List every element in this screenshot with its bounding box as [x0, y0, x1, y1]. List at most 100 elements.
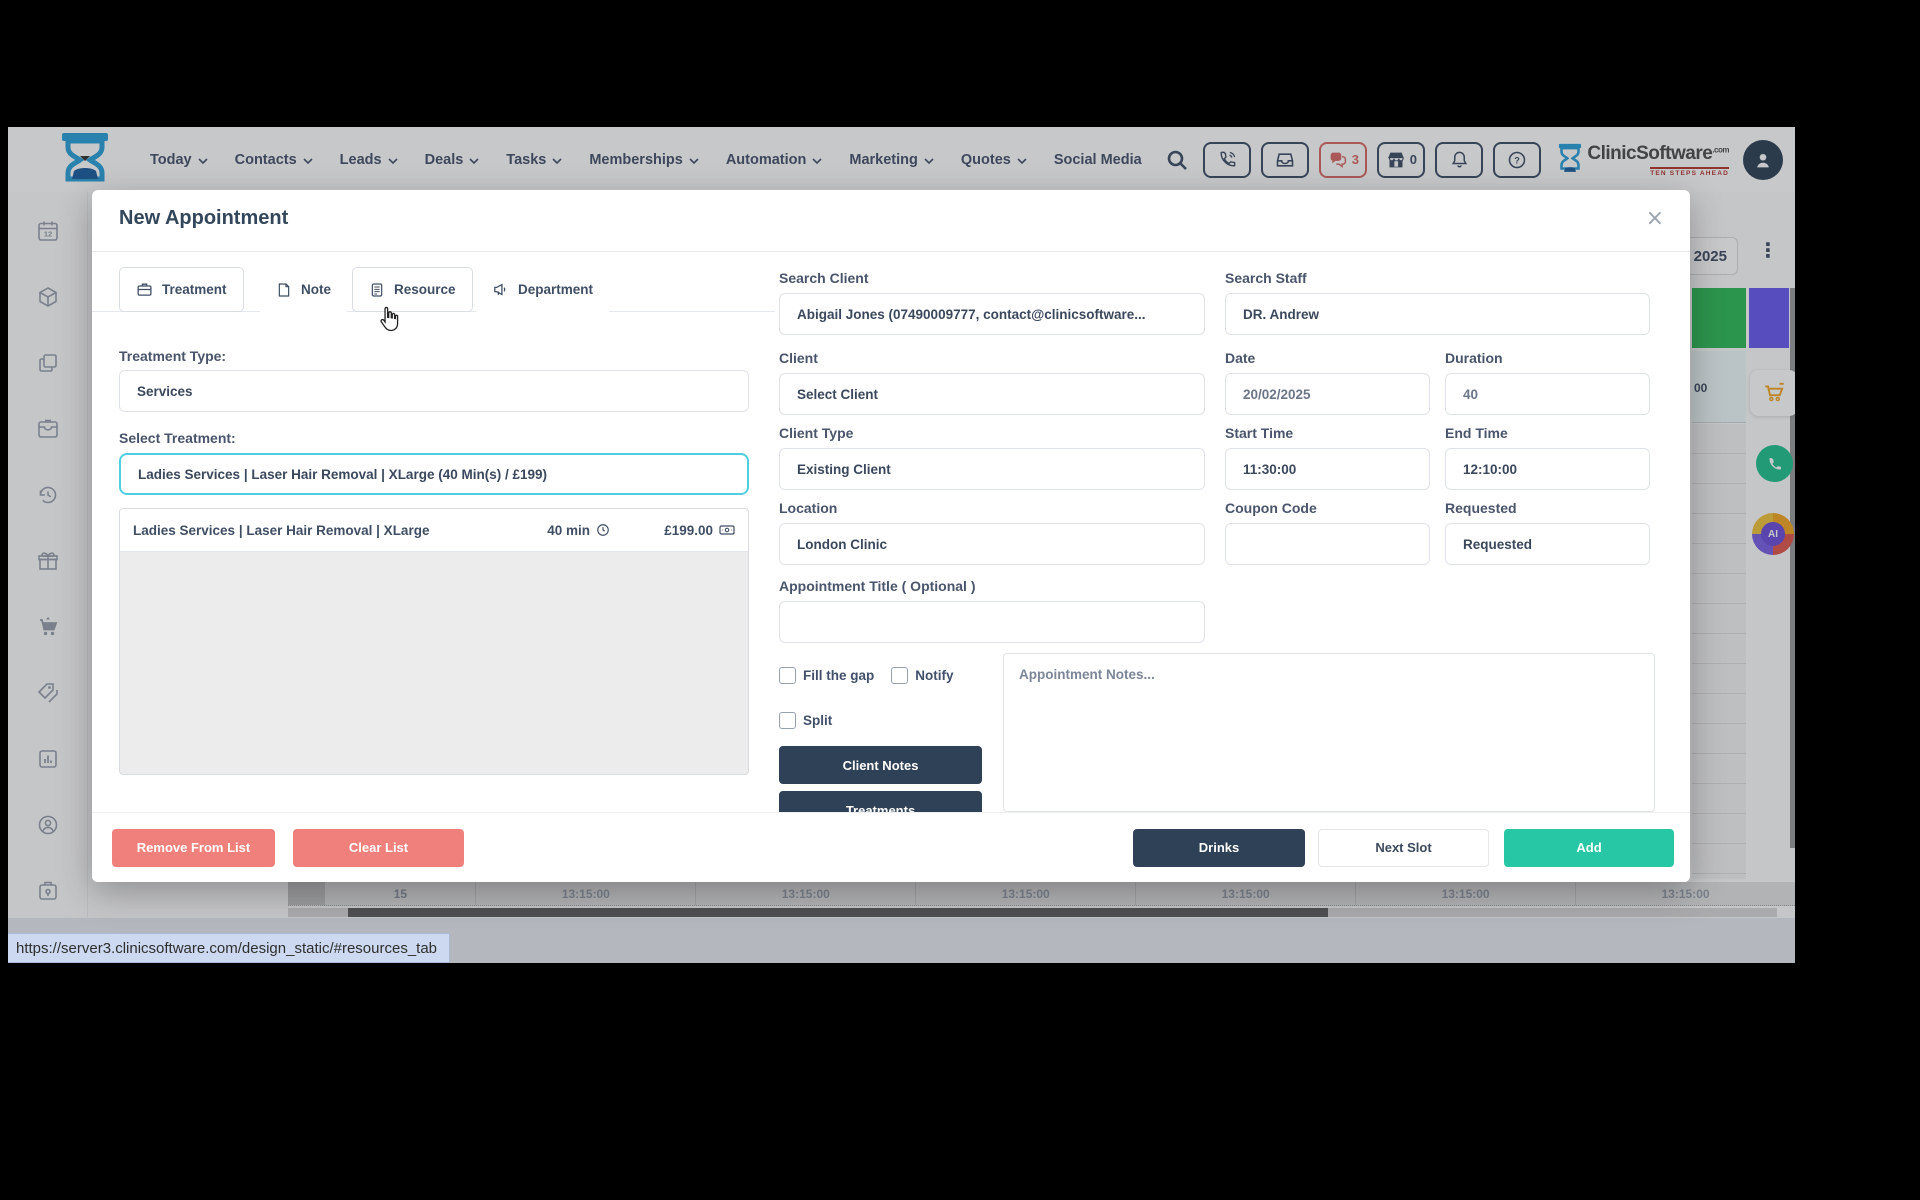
select-treatment-label: Select Treatment: [119, 430, 236, 446]
fill-the-gap-checkbox[interactable] [779, 667, 796, 684]
requested-input[interactable]: Requested [1445, 523, 1650, 565]
start-time-input[interactable]: 11:30:00 [1225, 448, 1430, 490]
nav-contacts[interactable]: Contacts [235, 152, 313, 168]
end-time-label: End Time [1445, 425, 1508, 441]
treatment-type-input[interactable]: Services [119, 370, 749, 412]
nav-tasks[interactable]: Tasks [506, 152, 562, 168]
coupon-code-input[interactable] [1225, 523, 1430, 565]
status-url: https://server3.clinicsoftware.com/desig… [8, 933, 451, 963]
locker-icon[interactable] [36, 879, 60, 903]
split-checkbox-row: Split [779, 712, 832, 729]
time-slot-header: 13:15:00 [1575, 882, 1795, 905]
nav-automation[interactable]: Automation [726, 152, 823, 168]
tab-note[interactable]: Note [260, 267, 347, 312]
next-slot-button[interactable]: Next Slot [1318, 828, 1489, 867]
floating-cart-button[interactable] [1750, 370, 1795, 416]
report-chart-icon[interactable] [36, 747, 60, 771]
copy-windows-icon[interactable] [36, 351, 60, 375]
vertical-scrollbar[interactable] [1790, 288, 1795, 848]
calendar-menu-dots[interactable]: ⋮ [1758, 238, 1778, 262]
tab-treatment[interactable]: Treatment [119, 267, 244, 312]
client-notes-button[interactable]: Client Notes [779, 746, 982, 784]
tags-icon[interactable] [36, 681, 60, 705]
end-time-input[interactable]: 12:10:00 [1445, 448, 1650, 490]
brand-tld: .com [1712, 145, 1729, 155]
main-nav: Today Contacts Leads Deals Tasks Members… [150, 127, 1142, 192]
brand-name: ClinicSoftware [1587, 142, 1713, 164]
duration-input[interactable]: 40 [1445, 373, 1650, 415]
cart-icon[interactable] [36, 615, 60, 639]
phone-button[interactable] [1203, 141, 1252, 178]
drinks-button[interactable]: Drinks [1133, 828, 1305, 867]
clear-list-button[interactable]: Clear List [293, 828, 464, 867]
nav-marketing[interactable]: Marketing [849, 152, 934, 168]
modal-title: New Appointment [119, 207, 289, 229]
remove-from-list-button[interactable]: Remove From List [112, 828, 275, 867]
left-sidebar: 12 [8, 192, 88, 963]
calendar-event-teal[interactable]: 00 [1692, 351, 1746, 423]
treatment-list-item[interactable]: Ladies Services | Laser Hair Removal | X… [120, 509, 748, 552]
store-icon [1387, 152, 1404, 167]
brand-hourglass-icon [1559, 143, 1582, 172]
time-slot-header: 13:15:00 [1135, 882, 1355, 905]
calendar-event-blue[interactable] [1749, 288, 1789, 348]
date-label: Date [1225, 350, 1256, 366]
location-label: Location [779, 500, 838, 516]
clock-icon [597, 524, 609, 536]
calendar-icon[interactable]: 12 [36, 219, 60, 243]
treatment-item-duration: 40 min [547, 522, 590, 538]
duration-label: Duration [1445, 350, 1503, 366]
nav-today[interactable]: Today [150, 152, 208, 168]
svg-text:?: ? [1515, 155, 1521, 165]
calendar-event-green[interactable] [1692, 288, 1746, 348]
date-input[interactable]: 20/02/2025 [1225, 373, 1430, 415]
inbox-button[interactable] [1261, 141, 1310, 178]
store-button[interactable]: 0 [1377, 141, 1426, 178]
search-staff-input[interactable]: DR. Andrew [1225, 293, 1650, 335]
cart-icon [1765, 382, 1784, 402]
history-icon[interactable] [36, 483, 60, 507]
user-avatar[interactable] [1743, 139, 1783, 180]
store-count-badge: 0 [1409, 152, 1417, 167]
horizontal-scrollbar-track[interactable] [288, 908, 1777, 917]
appointment-title-input[interactable] [779, 601, 1205, 643]
messages-button[interactable]: 3 [1319, 141, 1368, 178]
modal-footer: Remove From List Clear List Drinks Next … [92, 812, 1690, 882]
search-icon[interactable] [1165, 148, 1189, 172]
clinicsoftware-hourglass-logo [62, 133, 108, 182]
chevron-down-icon [1017, 157, 1027, 164]
appointment-notes-textarea[interactable]: Appointment Notes... [1003, 653, 1655, 812]
appointment-title-label: Appointment Title ( Optional ) [779, 578, 976, 594]
checkin-tray-icon[interactable] [36, 417, 60, 441]
start-time-label: Start Time [1225, 425, 1294, 441]
floating-whatsapp-button[interactable] [1756, 445, 1793, 482]
tab-department[interactable]: Department [476, 267, 610, 312]
add-button[interactable]: Add [1504, 828, 1674, 867]
time-slot-header: 13:15:00 [1355, 882, 1575, 905]
select-treatment-input[interactable]: Ladies Services | Laser Hair Removal | X… [119, 453, 749, 495]
location-input[interactable]: London Clinic [779, 523, 1205, 565]
nav-social-media[interactable]: Social Media [1053, 151, 1142, 168]
horizontal-scrollbar-thumb[interactable] [348, 908, 1328, 917]
time-row-label: 15 [393, 886, 408, 901]
floating-ai-button[interactable]: AI [1752, 513, 1794, 555]
products-cube-icon[interactable] [36, 285, 60, 309]
help-button[interactable]: ? [1493, 141, 1542, 178]
notify-checkbox[interactable] [891, 667, 909, 684]
notifications-button[interactable] [1435, 141, 1484, 178]
time-row-corner-cell [288, 882, 326, 905]
search-client-input[interactable]: Abigail Jones (07490009777, contact@clin… [779, 293, 1205, 335]
nav-leads[interactable]: Leads [340, 152, 398, 168]
client-input[interactable]: Select Client [779, 373, 1205, 415]
nav-memberships[interactable]: Memberships [589, 152, 699, 168]
split-checkbox[interactable] [779, 712, 796, 729]
question-icon: ? [1509, 151, 1526, 168]
support-person-icon[interactable] [36, 813, 60, 837]
client-type-input[interactable]: Existing Client [779, 448, 1205, 490]
gift-icon[interactable] [36, 549, 60, 573]
nav-deals[interactable]: Deals [425, 152, 480, 168]
nav-quotes[interactable]: Quotes [961, 152, 1027, 168]
treatment-item-price: £199.00 [664, 522, 713, 538]
close-icon[interactable]: × [1645, 206, 1664, 231]
tab-resource[interactable]: Resource [352, 267, 473, 312]
